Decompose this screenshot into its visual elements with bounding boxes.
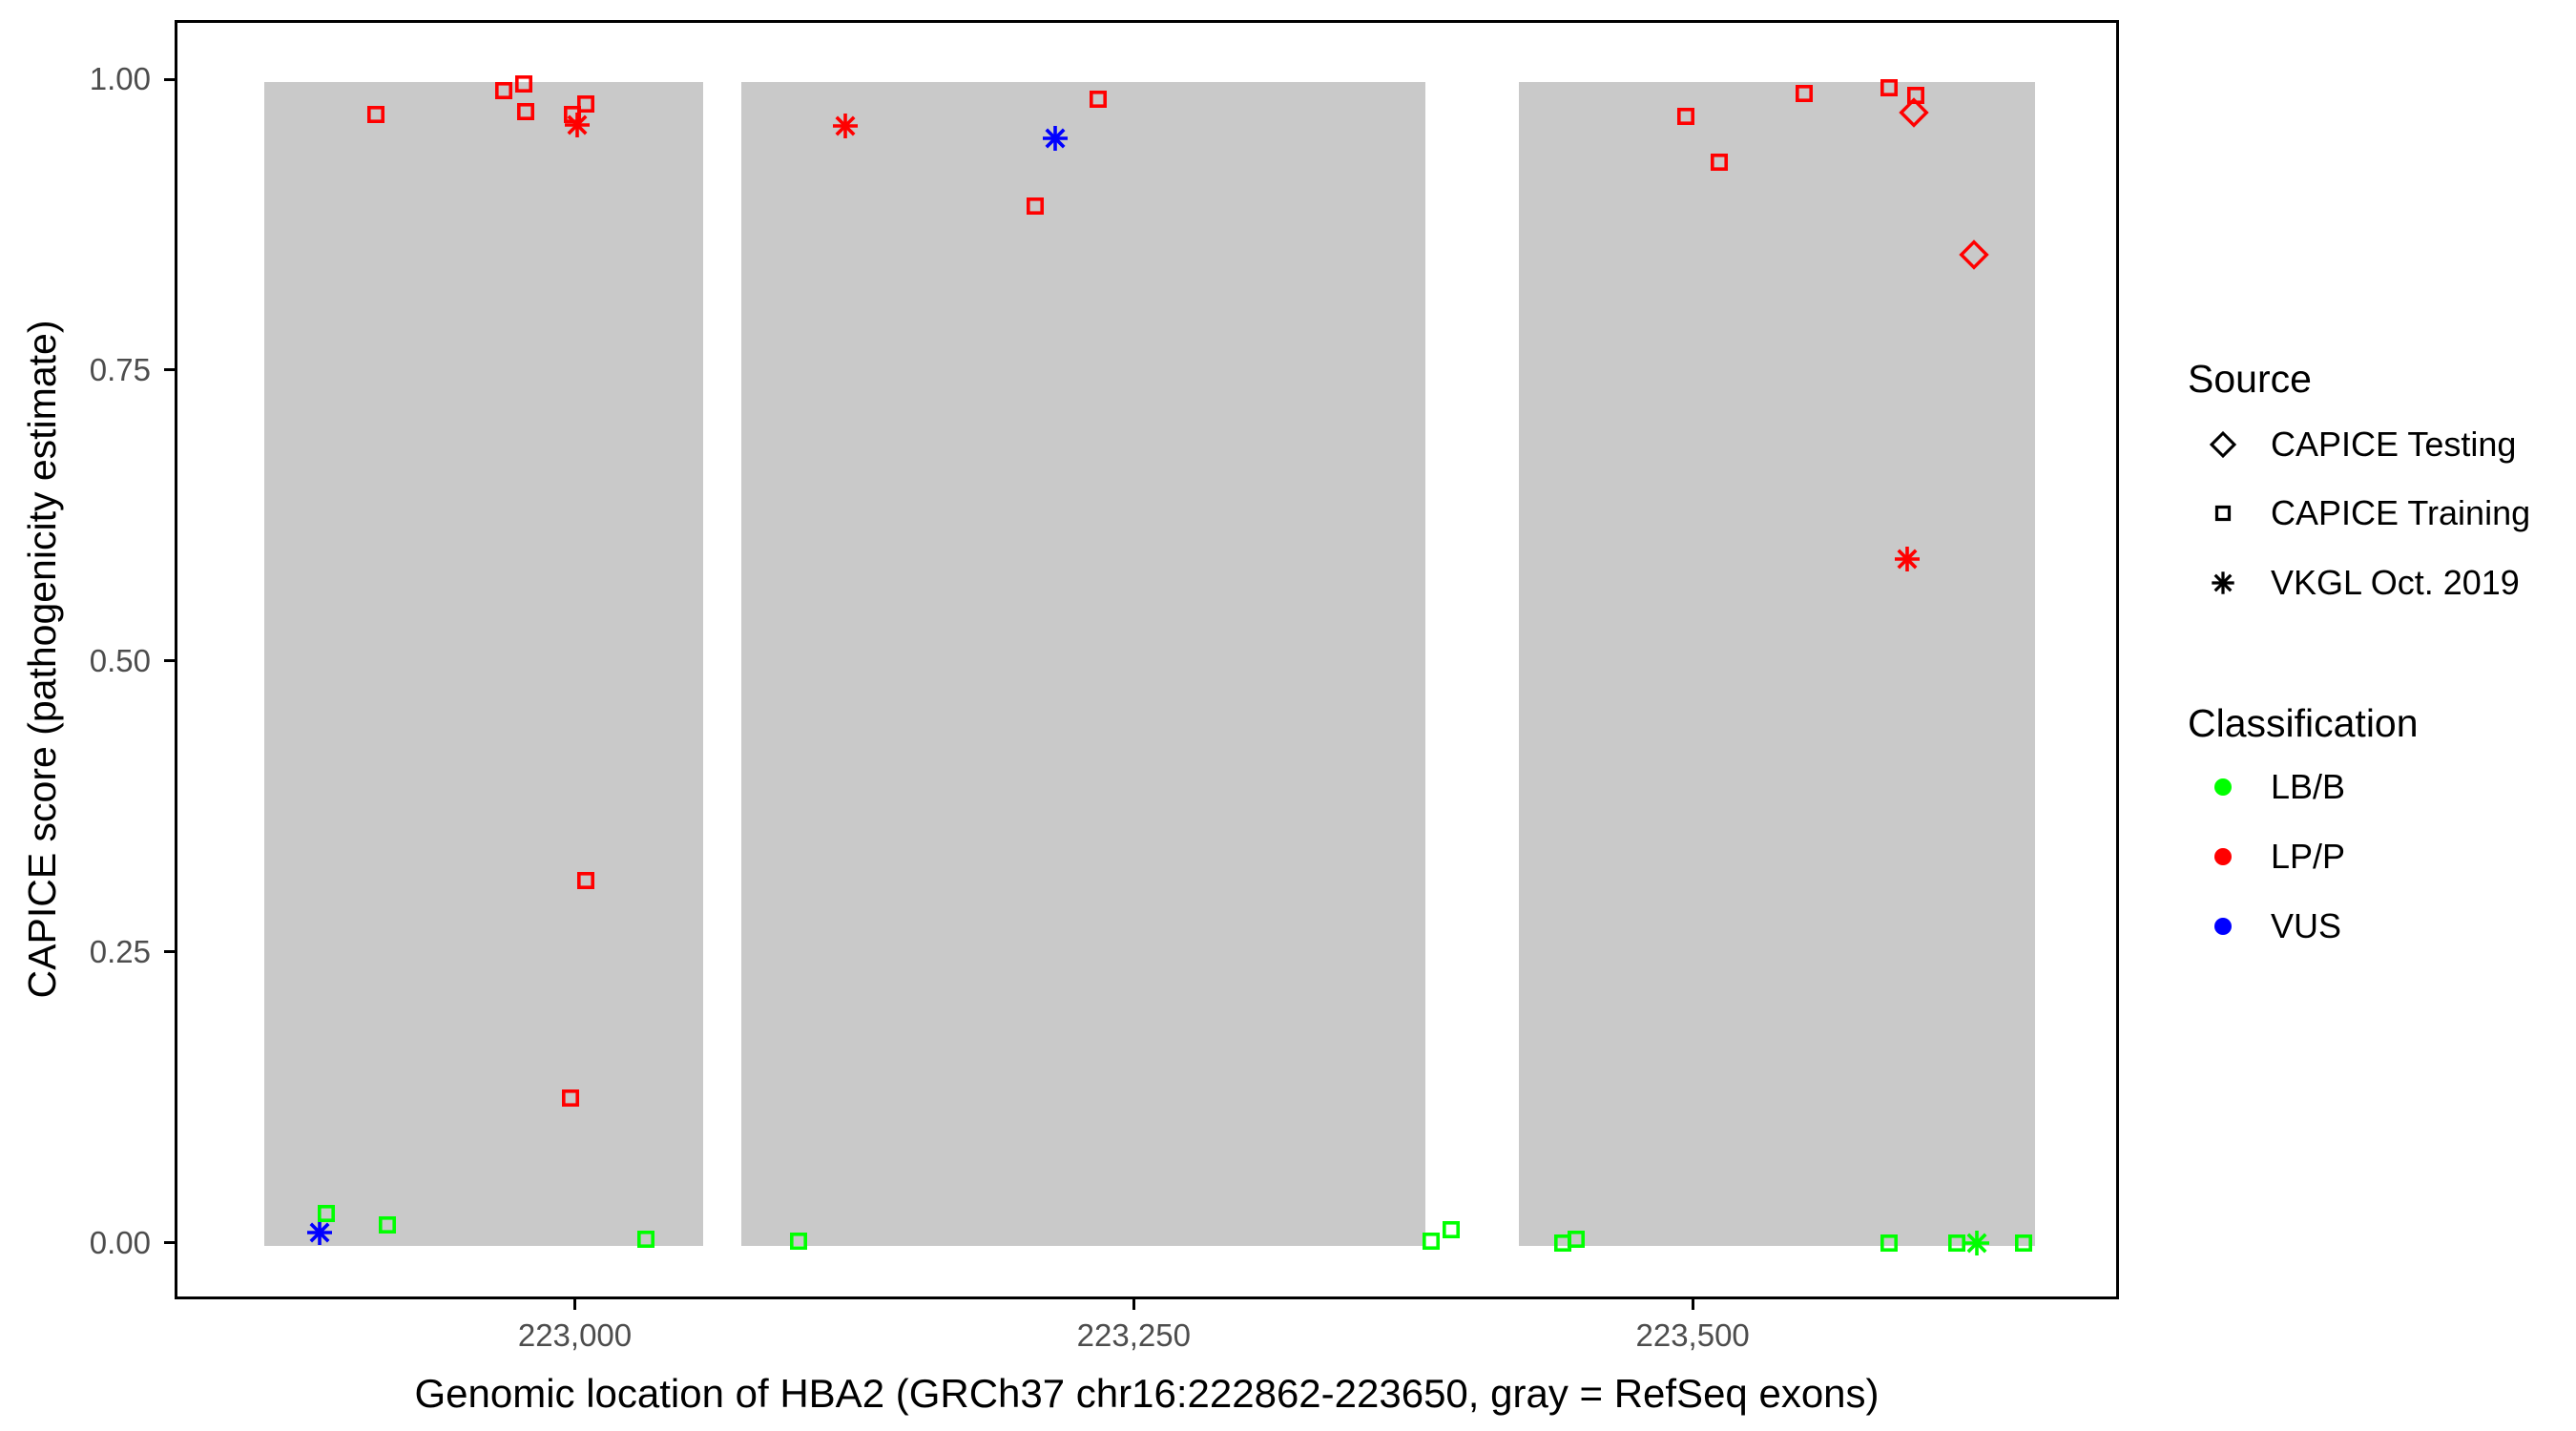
refseq-exon-rect bbox=[1519, 82, 2036, 1246]
legend-item-lbb: LB/B bbox=[2200, 762, 2345, 812]
y-tick-label: 0.75 bbox=[89, 351, 151, 387]
blue-dot-icon bbox=[2200, 903, 2246, 949]
x-tick-label: 223,000 bbox=[517, 1317, 633, 1353]
asterisk-icon bbox=[2200, 560, 2246, 606]
legend-item-label: VKGL Oct. 2019 bbox=[2271, 563, 2520, 602]
legend-item-label: CAPICE Training bbox=[2271, 493, 2531, 532]
x-tick-mark bbox=[573, 1299, 576, 1310]
x-tick-mark bbox=[1691, 1299, 1694, 1310]
legend-item-capice-testing: CAPICE Testing bbox=[2200, 420, 2516, 469]
legend-item-capice-training: CAPICE Training bbox=[2200, 488, 2530, 538]
legend-item-label: CAPICE Testing bbox=[2271, 425, 2517, 464]
y-tick-mark bbox=[164, 950, 175, 954]
refseq-exon-rect bbox=[264, 82, 703, 1246]
y-tick-mark bbox=[164, 1241, 175, 1245]
y-tick-mark bbox=[164, 77, 175, 81]
plot-panel bbox=[175, 20, 2119, 1299]
legend-item-lpp: LP/P bbox=[2200, 832, 2345, 881]
legend-item-label: VUS bbox=[2271, 906, 2342, 945]
red-dot-icon bbox=[2200, 834, 2246, 880]
green-dot-icon bbox=[2200, 764, 2246, 810]
diamond-icon bbox=[2200, 422, 2246, 467]
y-tick-label: 0.00 bbox=[89, 1224, 151, 1260]
legend-item-label: LB/B bbox=[2271, 767, 2346, 806]
y-tick-label: 0.50 bbox=[89, 642, 151, 678]
legend-item-label: LP/P bbox=[2271, 837, 2346, 876]
square-icon bbox=[2200, 490, 2246, 536]
x-tick-mark bbox=[1132, 1299, 1135, 1310]
y-tick-label: 1.00 bbox=[89, 61, 151, 96]
legend-item-vkgl: VKGL Oct. 2019 bbox=[2200, 558, 2520, 608]
refseq-exon-rect bbox=[740, 82, 1425, 1246]
x-tick-label: 223,500 bbox=[1635, 1317, 1750, 1353]
y-tick-label: 0.25 bbox=[89, 933, 151, 969]
y-tick-mark bbox=[164, 659, 175, 663]
legend-item-vus: VUS bbox=[2200, 902, 2341, 951]
x-tick-label: 223,250 bbox=[1076, 1317, 1191, 1353]
x-axis-title: Genomic location of HBA2 (GRCh37 chr16:2… bbox=[414, 1371, 1880, 1416]
y-tick-mark bbox=[164, 368, 175, 372]
legend-classification-title: Classification bbox=[2188, 701, 2419, 745]
legend-source-title: Source bbox=[2188, 357, 2312, 401]
